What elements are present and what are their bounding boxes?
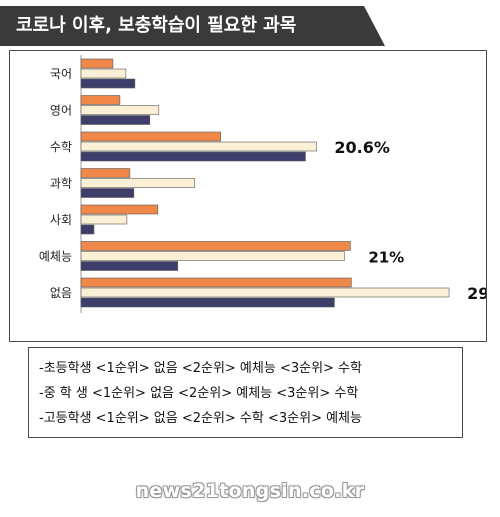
bar-middle: [80, 178, 196, 188]
bar-elementary: [80, 277, 352, 288]
chart-title: 코로나 이후, 보충학습이 필요한 과목: [16, 15, 297, 36]
ranking-notes: -초등학생 <1순위> 없음 <2순위> 예체능 <3순위> 수학 -중 학 생…: [28, 347, 463, 438]
bar-middle: [80, 214, 128, 225]
bar-high: [80, 115, 151, 125]
bar-middle: [80, 251, 345, 261]
category-label: 수학: [50, 140, 72, 154]
category-label: 없음: [50, 286, 72, 300]
bar-elementary: [80, 204, 159, 215]
bar-high: [80, 151, 306, 162]
category-label: 국어: [50, 67, 72, 81]
category-label: 예체능: [39, 250, 72, 264]
bar-middle: [80, 141, 317, 152]
category-label: 과학: [50, 177, 72, 191]
data-annotation: 29.3%: [467, 284, 486, 303]
bar-elementary: [80, 58, 114, 69]
data-annotation: 21%: [368, 249, 404, 267]
title-banner: 코로나 이후, 보충학습이 필요한 과목: [0, 6, 385, 46]
bar-elementary: [80, 95, 121, 105]
bar-elementary: [80, 168, 131, 178]
note-middle: -중 학 생 <1순위> 없음 <2순위> 예체능 <3순위> 수학: [39, 386, 359, 401]
data-annotation: 20.6%: [334, 138, 390, 157]
bar-elementary: [80, 131, 221, 142]
bar-high: [80, 297, 335, 308]
bar-middle: [80, 287, 450, 298]
note-elementary: -초등학생 <1순위> 없음 <2순위> 예체능 <3순위> 수학: [39, 361, 362, 376]
watermark: news21tongsin.co.kr: [135, 480, 365, 502]
bar-elementary: [80, 241, 351, 251]
bar-high: [80, 224, 95, 235]
bar-high: [80, 78, 136, 89]
note-high: -고등학생 <1순위> 없음 <2순위> 수학 <3순위> 예체능: [39, 411, 362, 426]
bar-high: [80, 261, 179, 271]
bar-high: [80, 188, 135, 198]
bar-middle: [80, 105, 160, 115]
category-label: 사회: [50, 213, 72, 227]
bar-middle: [80, 68, 127, 79]
category-label: 영어: [50, 104, 72, 118]
